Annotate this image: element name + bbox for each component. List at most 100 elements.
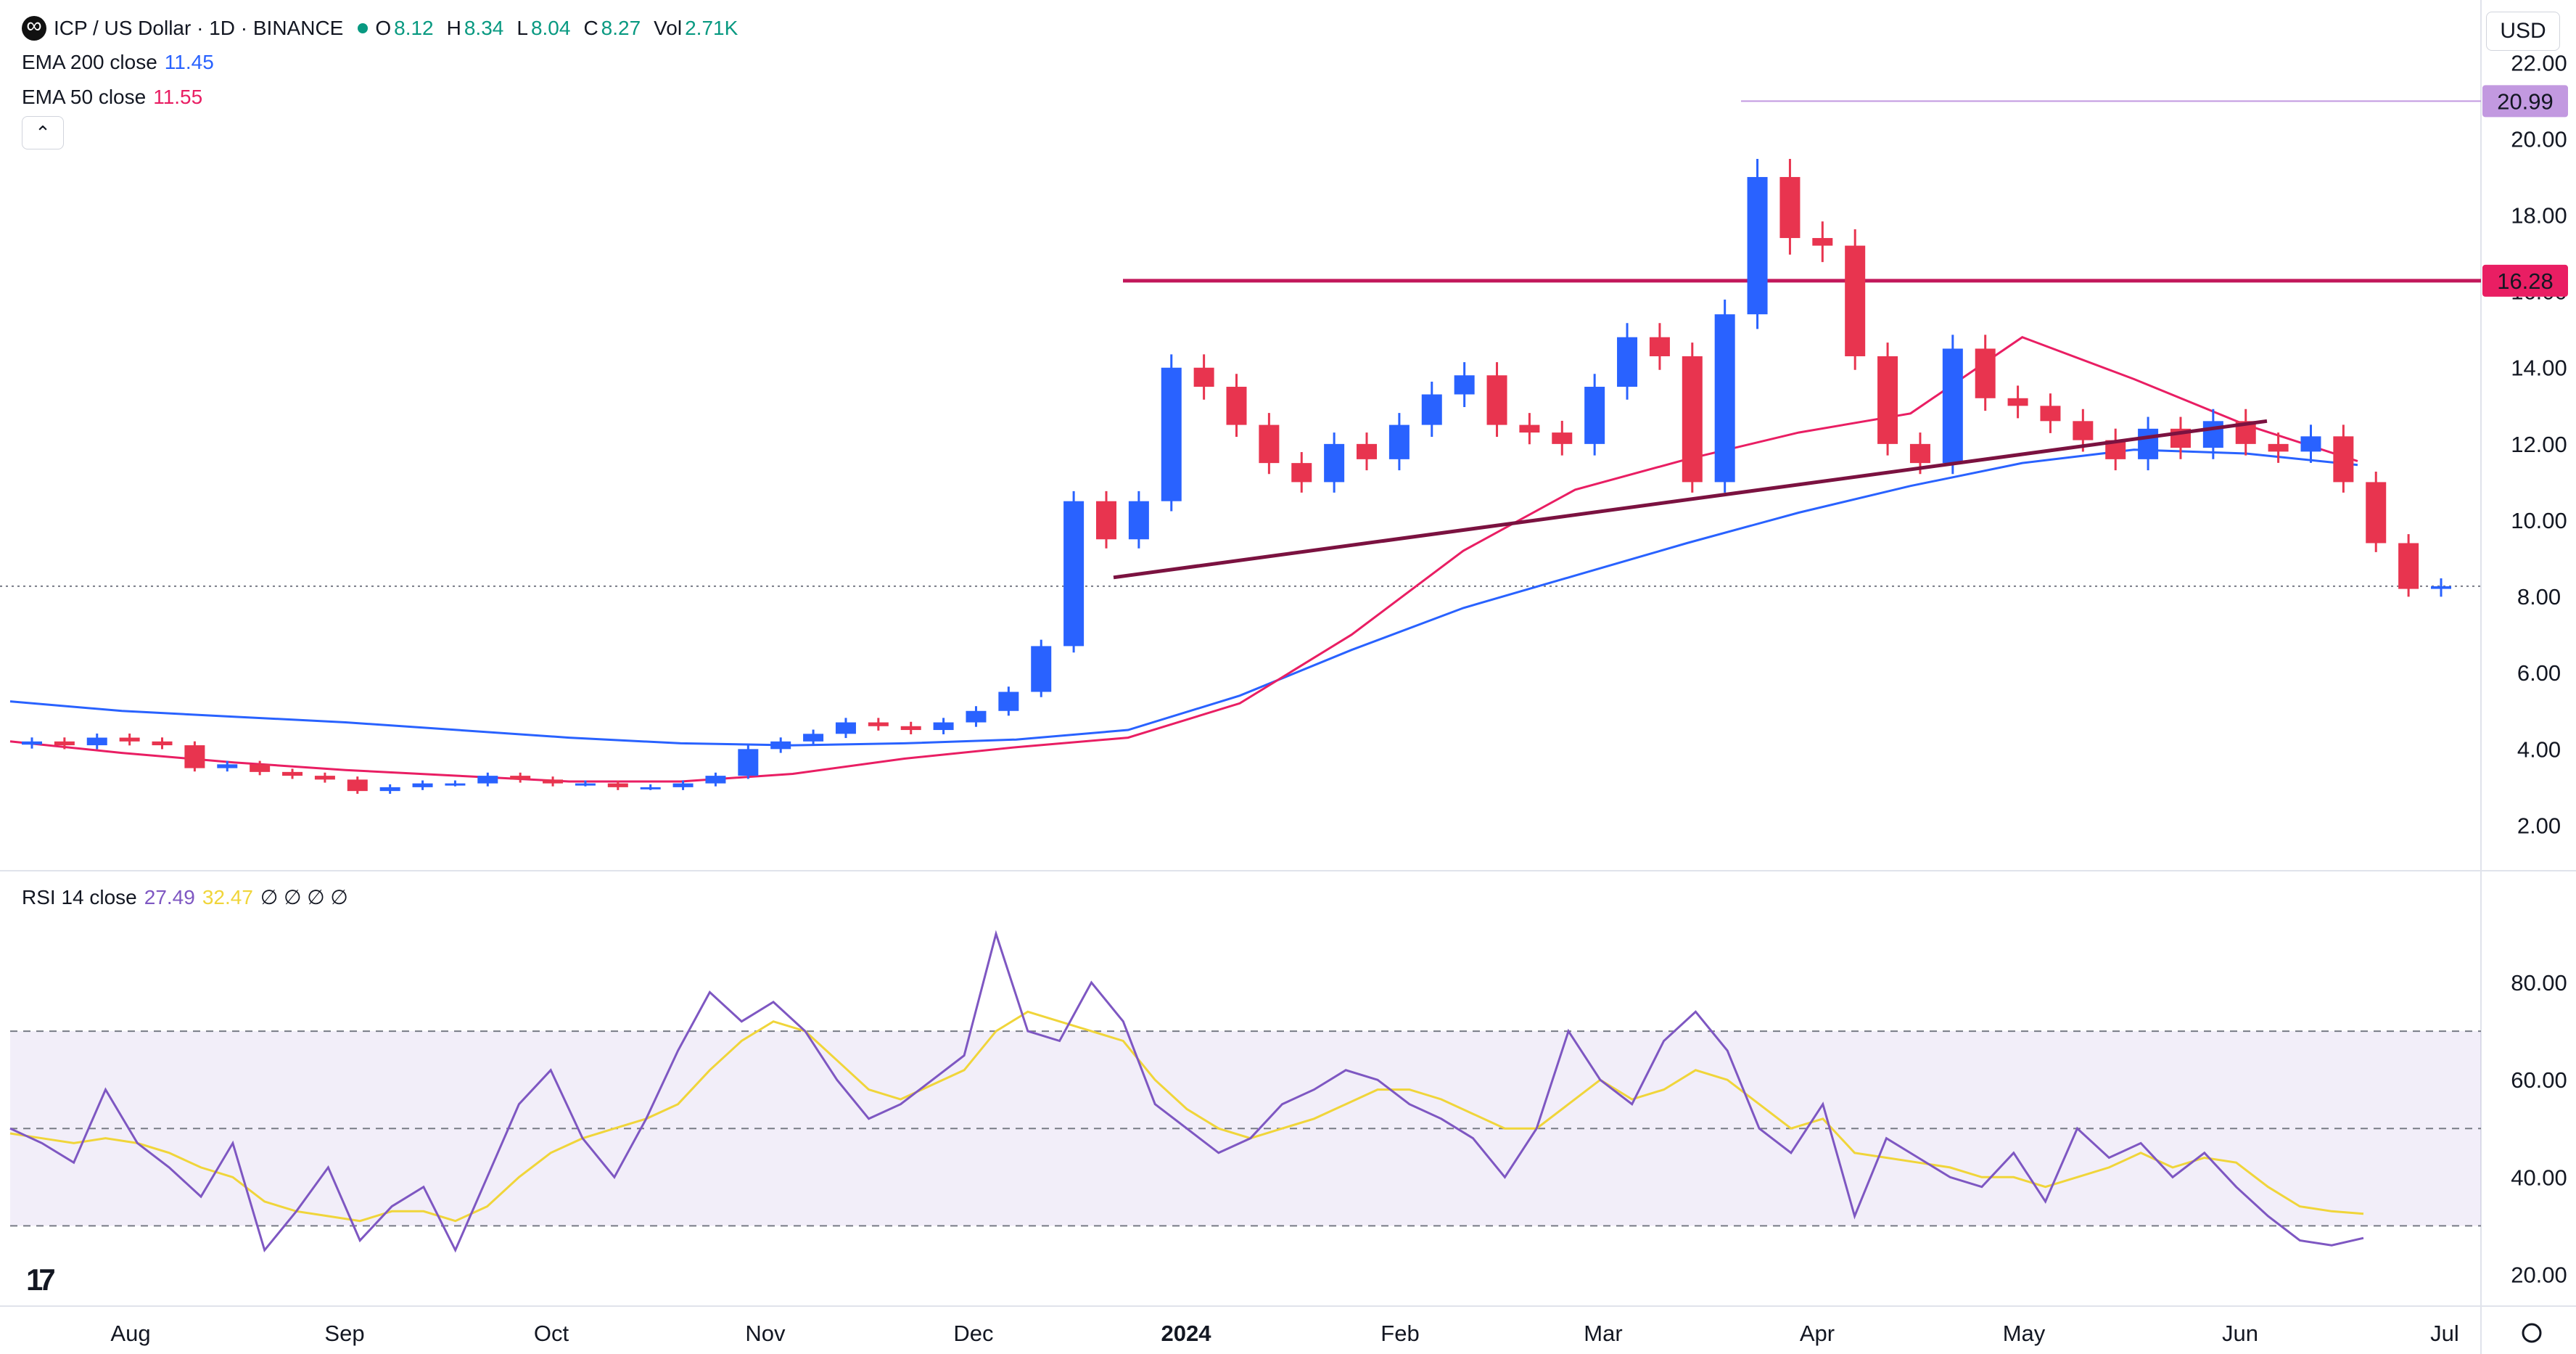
candle-body <box>184 745 205 768</box>
price-tick-label: 10.00 <box>2511 508 2567 533</box>
candle-body <box>1324 443 1345 483</box>
currency-button[interactable]: USD <box>2486 12 2560 51</box>
candle-body <box>2300 436 2321 452</box>
time-tick-label: Jul <box>2430 1321 2459 1346</box>
rsi-ma-line <box>9 1010 2364 1223</box>
ema200-legend[interactable]: EMA 200 close 11.45 <box>22 51 221 74</box>
candle-body <box>2040 406 2061 422</box>
time-tick-label: Dec <box>953 1321 993 1346</box>
price-tick-label: 4.00 <box>2517 737 2561 762</box>
ema50-line <box>9 336 2358 783</box>
candle-body <box>966 710 987 723</box>
candle-body <box>1649 337 1670 356</box>
price-label-text: 16.28 <box>2497 268 2554 294</box>
tradingview-logo-icon[interactable]: 17 <box>26 1263 56 1297</box>
candle-body <box>835 722 856 734</box>
time-tick-label: Sep <box>324 1321 364 1346</box>
candle-body <box>1259 424 1280 464</box>
rsi-tick-label: 20.00 <box>2511 1262 2567 1287</box>
candle-body <box>445 783 466 786</box>
low-value: 8.04 <box>530 17 571 39</box>
candle-body <box>1226 387 1247 425</box>
ema50-legend[interactable]: EMA 50 close 11.55 <box>22 86 210 109</box>
candle-body <box>1031 646 1052 692</box>
candle-body <box>1714 314 1735 483</box>
time-tick-label: 2024 <box>1161 1321 1212 1346</box>
candle-body <box>1128 501 1149 540</box>
candle-body <box>1909 443 1930 464</box>
candle-body <box>1486 375 1507 425</box>
symbol-title: ICP / US Dollar · 1D · BINANCE <box>54 17 344 39</box>
ema50-label: EMA 50 close <box>22 86 147 108</box>
candle-body <box>2138 428 2159 459</box>
close-value: 8.27 <box>601 17 641 39</box>
price-tick-label: 12.00 <box>2511 432 2567 457</box>
candle-body <box>1845 245 1866 356</box>
candle-body <box>933 722 954 731</box>
rsi-tick-label: 80.00 <box>2511 970 2567 996</box>
candle-body <box>672 783 694 787</box>
close-label: C <box>583 17 598 39</box>
candle-body <box>868 722 889 726</box>
candle-body <box>477 776 498 784</box>
time-tick-label: Aug <box>110 1321 150 1346</box>
time-tick-label: May <box>2003 1321 2046 1346</box>
candle-body <box>1291 463 1312 483</box>
chevron-up-icon: ⌃ <box>35 122 51 144</box>
candle-body <box>1454 375 1475 395</box>
candle-body <box>1063 501 1085 647</box>
candle-body <box>2398 543 2419 589</box>
candle-body <box>152 741 173 746</box>
rsi-tick-label: 60.00 <box>2511 1067 2567 1093</box>
candle-body <box>1877 356 1898 444</box>
candle-body <box>738 749 759 776</box>
candle-body <box>575 783 596 786</box>
ema200-line <box>9 448 2358 747</box>
candle-body <box>510 776 531 780</box>
candle-body <box>412 783 433 787</box>
open-value: 8.12 <box>394 17 434 39</box>
candle-body <box>2007 398 2028 406</box>
rsi-ma-value: 32.47 <box>202 885 253 908</box>
rsi-pane[interactable] <box>9 930 2481 1253</box>
candle-body <box>282 771 303 776</box>
high-label: H <box>446 17 461 39</box>
candle-body <box>1617 337 1638 387</box>
candle-body <box>2073 421 2094 440</box>
collapse-legend-button[interactable]: ⌃ <box>22 116 64 149</box>
candle-body <box>1975 348 1996 398</box>
ema200-value: 11.45 <box>164 51 214 73</box>
time-tick-label: Apr <box>1800 1321 1835 1346</box>
candle-body <box>1584 387 1605 444</box>
candle-body <box>1779 176 1801 239</box>
support-trendline <box>1113 419 2268 580</box>
candle-body <box>1812 238 1833 246</box>
candle-body <box>2366 482 2387 543</box>
candle-body <box>1519 424 1540 433</box>
candle-body <box>1357 443 1378 459</box>
vol-value: 2.71K <box>685 17 738 39</box>
price-label-box <box>2482 85 2568 118</box>
rsi-tick-label: 40.00 <box>2511 1165 2567 1190</box>
ema50-value: 11.55 <box>153 86 203 108</box>
market-open-icon <box>358 23 369 33</box>
rsi-legend[interactable]: RSI 14 close 27.49 32.47 ∅ ∅ ∅ ∅ <box>22 885 355 909</box>
axes: 2.004.006.008.0010.0012.0014.0016.0018.0… <box>110 50 2568 1346</box>
ema200-label: EMA 200 close <box>22 51 157 73</box>
candle-body <box>2268 443 2289 452</box>
candle-body <box>250 764 271 772</box>
candle-body <box>1161 367 1182 501</box>
price-tick-label: 20.00 <box>2511 126 2567 152</box>
candle-body <box>2333 436 2354 483</box>
price-tick-label: 8.00 <box>2517 584 2561 610</box>
price-label-box <box>2482 264 2568 297</box>
candle-body <box>119 737 140 742</box>
rsi-line <box>9 930 2364 1253</box>
icp-logo-icon <box>22 14 46 41</box>
candle-body <box>1421 394 1442 425</box>
price-pane[interactable] <box>0 100 2481 794</box>
candle-body <box>2202 421 2223 448</box>
candle-body <box>607 783 628 787</box>
candle-body <box>217 764 238 768</box>
